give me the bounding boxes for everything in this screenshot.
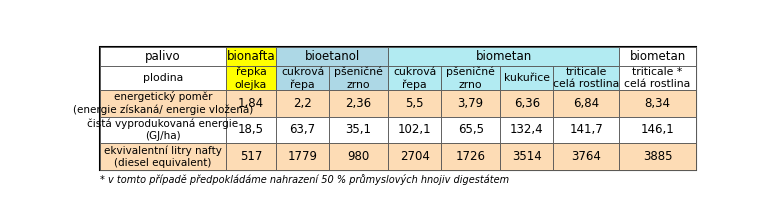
Text: 2704: 2704 xyxy=(399,150,430,163)
Text: triticale *
celá rostlina: triticale * celá rostlina xyxy=(625,67,691,89)
Text: plodina: plodina xyxy=(143,73,183,83)
Text: 146,1: 146,1 xyxy=(641,123,674,137)
Bar xyxy=(441,90,500,117)
Text: 2,2: 2,2 xyxy=(293,97,312,110)
Bar xyxy=(388,47,619,66)
Bar xyxy=(226,47,276,66)
Text: bioetanol: bioetanol xyxy=(305,50,360,63)
Bar xyxy=(329,90,388,117)
Bar xyxy=(553,66,619,90)
Text: 3514: 3514 xyxy=(512,150,542,163)
Text: pšeničné
zrno: pšeničné zrno xyxy=(334,67,383,90)
Text: palivo: palivo xyxy=(145,50,181,63)
Text: 5,5: 5,5 xyxy=(406,97,424,110)
Bar xyxy=(100,143,226,170)
Bar xyxy=(553,117,619,143)
Text: * v tomto případě předpokládáme nahrazení 50 % průmyslových hnojiv digestátem: * v tomto případě předpokládáme nahrazen… xyxy=(100,174,509,185)
Bar xyxy=(276,47,388,66)
Text: 6,84: 6,84 xyxy=(573,97,599,110)
Bar xyxy=(100,47,696,170)
Text: 2,36: 2,36 xyxy=(346,97,371,110)
Bar xyxy=(619,66,696,90)
Text: energetický poměr
(energie získaná/ energie vložená): energetický poměr (energie získaná/ ener… xyxy=(73,91,253,115)
Text: 3,79: 3,79 xyxy=(458,97,484,110)
Bar xyxy=(276,117,329,143)
Text: 63,7: 63,7 xyxy=(290,123,315,137)
Text: cukrová
řepa: cukrová řepa xyxy=(280,67,324,90)
Text: cukrová
řepa: cukrová řepa xyxy=(393,67,436,90)
Bar xyxy=(441,66,500,90)
Text: biometan: biometan xyxy=(476,50,531,63)
Text: 980: 980 xyxy=(347,150,370,163)
Text: 141,7: 141,7 xyxy=(570,123,603,137)
Text: 18,5: 18,5 xyxy=(238,123,264,137)
Text: 1779: 1779 xyxy=(287,150,318,163)
Text: biometan: biometan xyxy=(629,50,686,63)
Text: 6,36: 6,36 xyxy=(514,97,540,110)
Bar xyxy=(388,90,441,117)
Bar xyxy=(388,117,441,143)
Text: bionafta: bionafta xyxy=(227,50,275,63)
Text: 8,34: 8,34 xyxy=(645,97,671,110)
Bar xyxy=(100,47,226,66)
Bar xyxy=(100,117,226,143)
Bar xyxy=(500,66,553,90)
Bar xyxy=(226,117,276,143)
Bar xyxy=(276,90,329,117)
Text: 517: 517 xyxy=(240,150,262,163)
Text: čistá vyprodukovaná energie
(GJ/ha): čistá vyprodukovaná energie (GJ/ha) xyxy=(87,119,239,141)
Text: 132,4: 132,4 xyxy=(510,123,544,137)
Bar xyxy=(100,90,226,117)
Bar xyxy=(619,143,696,170)
Text: ekvivalentní litry nafty
(diesel equivalent): ekvivalentní litry nafty (diesel equival… xyxy=(104,145,222,168)
Bar xyxy=(100,66,226,90)
Text: 65,5: 65,5 xyxy=(458,123,484,137)
Bar xyxy=(276,66,329,90)
Bar xyxy=(500,143,553,170)
Text: pšeničné
zrno: pšeničné zrno xyxy=(446,67,495,90)
Bar xyxy=(329,66,388,90)
Text: řepka
olejka: řepka olejka xyxy=(235,67,267,90)
Bar xyxy=(329,117,388,143)
Bar xyxy=(500,90,553,117)
Bar xyxy=(619,47,696,66)
Bar xyxy=(329,143,388,170)
Bar xyxy=(226,66,276,90)
Bar xyxy=(553,90,619,117)
Bar xyxy=(226,90,276,117)
Bar xyxy=(441,117,500,143)
Bar xyxy=(500,117,553,143)
Bar xyxy=(388,66,441,90)
Bar xyxy=(276,143,329,170)
Text: 35,1: 35,1 xyxy=(346,123,371,137)
Text: kukuřice: kukuřice xyxy=(503,73,550,83)
Text: 3885: 3885 xyxy=(643,150,672,163)
Bar xyxy=(226,143,276,170)
Bar xyxy=(553,143,619,170)
Bar xyxy=(441,143,500,170)
Text: 1,84: 1,84 xyxy=(238,97,264,110)
Text: 3764: 3764 xyxy=(571,150,601,163)
Bar xyxy=(388,143,441,170)
Text: 102,1: 102,1 xyxy=(398,123,431,137)
Bar xyxy=(619,90,696,117)
Bar xyxy=(619,117,696,143)
Text: triticale
celá rostlina: triticale celá rostlina xyxy=(553,67,619,89)
Text: 1726: 1726 xyxy=(456,150,486,163)
